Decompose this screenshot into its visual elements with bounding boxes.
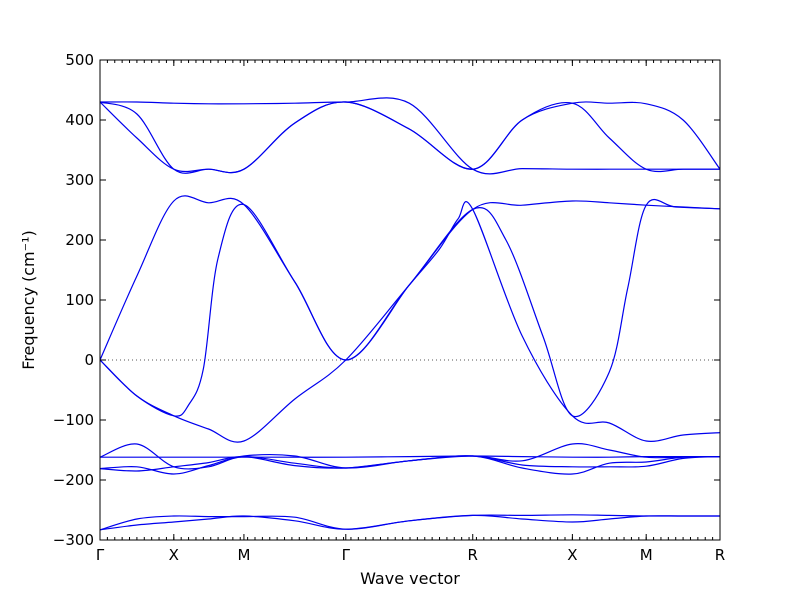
series-line-12	[99, 514, 720, 531]
y-tick-label: −300	[53, 531, 94, 549]
y-tick-label: −200	[53, 471, 94, 489]
x-tick-label: Γ	[96, 546, 105, 564]
x-tick-label: X	[169, 546, 179, 564]
y-tick-label: 400	[65, 111, 94, 129]
y-axis-label: Frequency (cm⁻¹)	[19, 230, 38, 369]
x-tick-label: R	[715, 546, 725, 564]
series-line-5	[99, 201, 721, 442]
y-tick-label: −100	[53, 411, 94, 429]
series-group	[99, 97, 721, 531]
series-line-6	[99, 199, 721, 443]
y-tick-label: 0	[84, 351, 94, 369]
x-tick-label: M	[237, 546, 250, 564]
series-line-1	[99, 97, 720, 175]
x-tick-label: M	[640, 546, 653, 564]
y-tick-label: 300	[65, 171, 94, 189]
y-tick-label: 100	[65, 291, 94, 309]
series-line-7	[99, 455, 720, 458]
x-tick-label: R	[468, 546, 478, 564]
y-tick-label: 500	[65, 51, 94, 69]
plot-frame	[99, 59, 721, 541]
y-tick-label: 200	[65, 231, 94, 249]
series-line-3	[99, 101, 720, 174]
x-axis-label: Wave vector	[360, 569, 460, 588]
x-tick-label: Γ	[342, 546, 351, 564]
series-line-10	[99, 455, 721, 475]
x-tick-label: X	[567, 546, 577, 564]
